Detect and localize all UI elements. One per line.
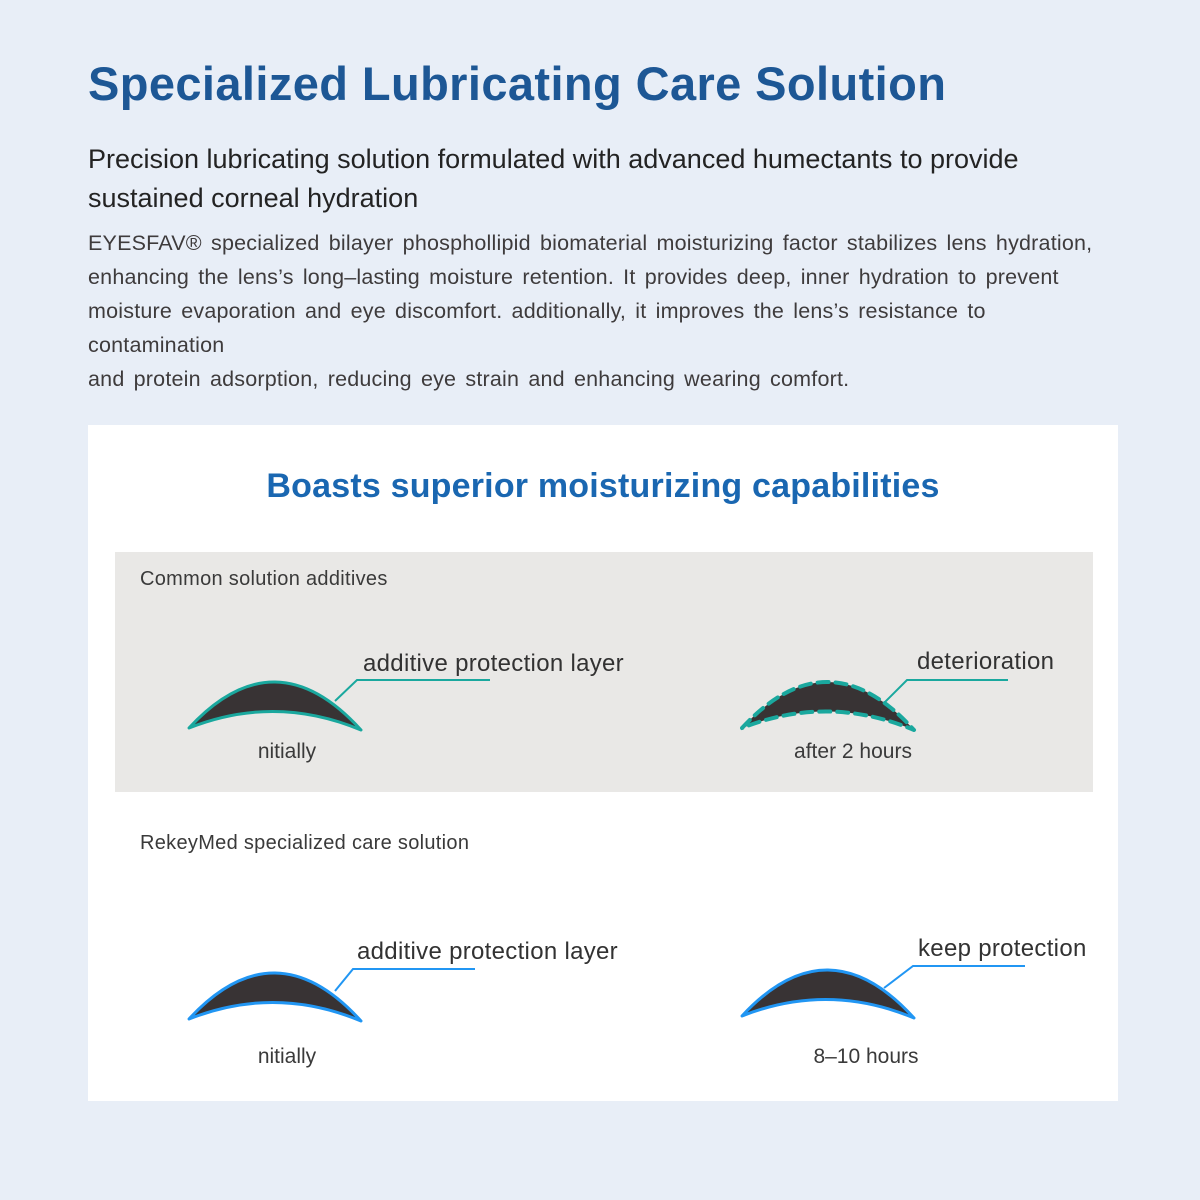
card-title: Boasts superior moisturizing capabilitie…: [266, 467, 940, 505]
callout-line-keep-protection: [883, 965, 1025, 989]
paragraph-line: and protein adsorption, reducing eye str…: [88, 367, 850, 391]
lens-caption-8-10-hours: 8–10 hours: [813, 1045, 919, 1068]
lens-label-keep-protection: keep protection: [918, 935, 1087, 962]
moisturizing-capabilities-card: Boasts superior moisturizing capabilitie…: [88, 425, 1118, 1101]
subtitle-line: Precision lubricating solution formulate…: [88, 144, 1019, 174]
paragraph-line: EYESFAV® specialized bilayer phosphollip…: [88, 231, 1093, 255]
lens-caption-initially: nitially: [257, 740, 317, 763]
rekeymed-section-header: RekeyMed specialized care solution: [140, 832, 470, 854]
subtitle-line: sustained corneal hydration: [88, 183, 419, 213]
callout-line-deterioration: [884, 679, 1008, 703]
callout-line-additive-layer: [334, 679, 490, 702]
rekeymed-panel: RekeyMed specialized care solution addit…: [115, 810, 1093, 1080]
page-title: Specialized Lubricating Care Solution: [88, 57, 947, 110]
lens-label-additive-protection: additive protection layer: [363, 650, 624, 677]
lens-protected-shape: [740, 968, 916, 1020]
paragraph-line: enhancing the lens’s long–lasting moistu…: [88, 265, 1059, 289]
lens-caption-initially: nitially: [257, 1045, 317, 1068]
common-section-header: Common solution additives: [140, 568, 388, 590]
intro-paragraph: EYESFAV® specialized bilayer phosphollip…: [88, 226, 1128, 396]
page-subtitle: Precision lubricating solution formulate…: [88, 140, 1019, 218]
common-additives-panel: Common solution additives additive prote…: [115, 552, 1093, 792]
rekeymed-lens-diagram-graphic: [187, 965, 1025, 1023]
lens-initial-shape: [187, 680, 363, 732]
lens-deteriorated-shape: [740, 680, 916, 732]
lens-label-deterioration: deterioration: [917, 648, 1055, 675]
paragraph-line: moisture evaporation and eye discomfort.…: [88, 299, 986, 357]
common-lens-diagram-graphic: [187, 679, 1008, 732]
lens-caption-after-2-hours: after 2 hours: [794, 740, 912, 763]
lens-label-additive-protection: additive protection layer: [357, 938, 618, 965]
callout-line-additive-layer: [334, 968, 475, 992]
lens-initial-shape: [187, 971, 363, 1023]
